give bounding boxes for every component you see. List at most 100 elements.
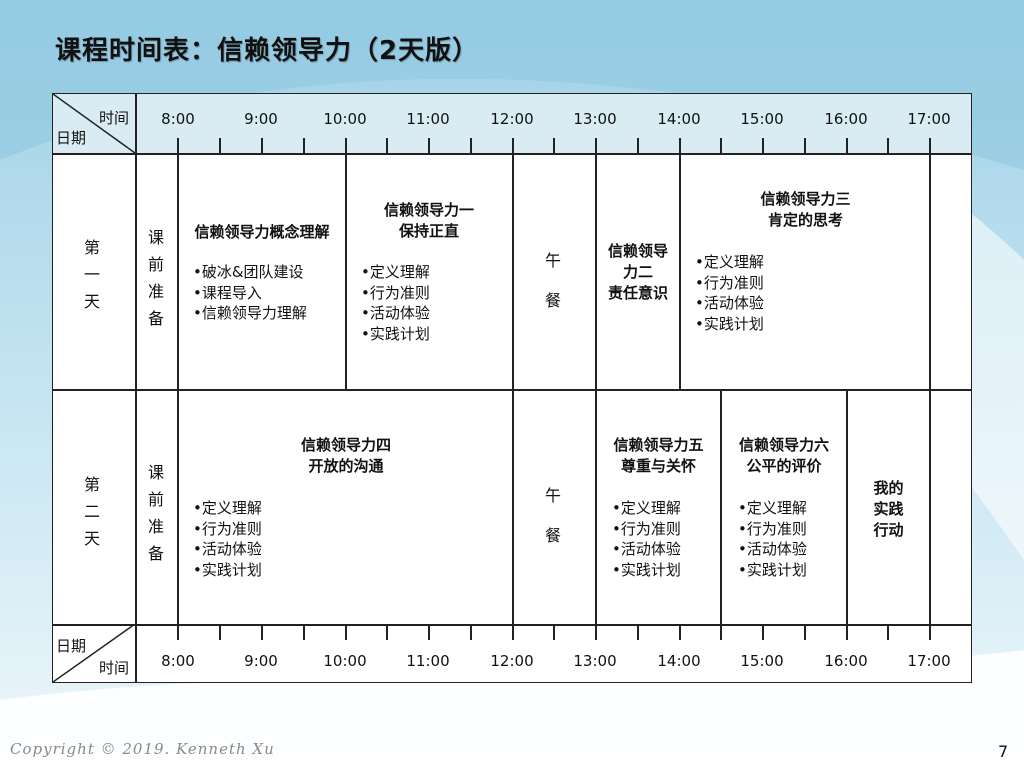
bullet-item: 定义理解 bbox=[361, 262, 430, 283]
time-tick bbox=[177, 138, 179, 153]
day1-block1-bullets: 破冰&团队建设 课程导入 信赖领导力理解 bbox=[193, 262, 307, 324]
time-tick bbox=[637, 625, 639, 640]
bullet-item: 行为准则 bbox=[738, 519, 807, 540]
corner-diagonal bbox=[53, 94, 135, 154]
time-tick bbox=[804, 138, 806, 153]
time-tick bbox=[345, 625, 347, 640]
column-divider bbox=[929, 153, 931, 389]
day2-block4-title: 我的 实践 行动 bbox=[873, 479, 904, 539]
bullet-item: 实践计划 bbox=[193, 560, 262, 581]
time-tick bbox=[261, 138, 263, 153]
footer-hour: 9:00 bbox=[244, 652, 278, 670]
header-hour: 15:00 bbox=[740, 110, 784, 128]
bullet-item: 活动体验 bbox=[193, 539, 262, 560]
footer-hour: 14:00 bbox=[657, 652, 701, 670]
time-tick bbox=[428, 138, 430, 153]
bullet-item: 定义理解 bbox=[738, 498, 807, 519]
time-tick bbox=[512, 625, 514, 640]
time-tick bbox=[720, 138, 722, 153]
time-tick bbox=[386, 138, 388, 153]
day1-block1-title: 信赖领导力概念理解 bbox=[194, 223, 330, 241]
time-tick bbox=[303, 138, 305, 153]
header-hour: 10:00 bbox=[323, 110, 367, 128]
time-tick bbox=[345, 138, 347, 153]
day2-block2-title: 信赖领导力五 尊重与关怀 bbox=[613, 436, 704, 475]
bullet-item: 定义理解 bbox=[612, 498, 681, 519]
column-divider bbox=[177, 153, 179, 389]
page-number: 7 bbox=[998, 742, 1009, 761]
time-tick bbox=[219, 138, 221, 153]
time-tick bbox=[887, 625, 889, 640]
column-divider bbox=[679, 153, 681, 389]
footer-hour: 8:00 bbox=[161, 652, 195, 670]
time-tick bbox=[553, 138, 555, 153]
time-tick bbox=[512, 138, 514, 153]
bullet-item: 实践计划 bbox=[612, 560, 681, 581]
time-tick bbox=[386, 625, 388, 640]
bullet-item: 行为准则 bbox=[612, 519, 681, 540]
time-tick bbox=[261, 625, 263, 640]
day2-prep: 课 前 准 备 bbox=[148, 463, 165, 563]
time-tick bbox=[762, 625, 764, 640]
day2-block2-bullets: 定义理解 行为准则 活动体验 实践计划 bbox=[612, 498, 681, 580]
time-tick bbox=[470, 138, 472, 153]
time-tick bbox=[720, 625, 722, 640]
column-divider bbox=[512, 153, 514, 389]
copyright-footer: Copyright © 2019. Kenneth Xu bbox=[10, 740, 275, 758]
bullet-item: 课程导入 bbox=[193, 283, 307, 304]
time-tick bbox=[637, 138, 639, 153]
header-hour: 17:00 bbox=[907, 110, 951, 128]
day1-block2-title: 信赖领导力一 保持正直 bbox=[383, 201, 474, 240]
day1-block4-title: 信赖领导力三 肯定的思考 bbox=[760, 190, 851, 229]
bullet-item: 活动体验 bbox=[361, 303, 430, 324]
time-tick bbox=[846, 625, 848, 640]
header-corner-time: 时间 bbox=[99, 109, 130, 127]
time-tick bbox=[804, 625, 806, 640]
day1-block3-title: 信赖领导 力二 责任意识 bbox=[607, 242, 668, 302]
bullet-item: 行为准则 bbox=[193, 519, 262, 540]
time-tick bbox=[428, 625, 430, 640]
bullet-item: 行为准则 bbox=[361, 283, 430, 304]
bullet-item: 破冰&团队建设 bbox=[193, 262, 307, 283]
column-divider bbox=[177, 389, 179, 624]
time-tick bbox=[219, 625, 221, 640]
column-divider bbox=[595, 153, 597, 389]
header-corner-date: 日期 bbox=[56, 129, 87, 147]
bullet-item: 实践计划 bbox=[361, 324, 430, 345]
time-tick bbox=[303, 625, 305, 640]
header-hour: 16:00 bbox=[824, 110, 868, 128]
day2-block1-title: 信赖领导力四 开放的沟通 bbox=[300, 436, 391, 475]
day1-block4-bullets: 定义理解 行为准则 活动体验 实践计划 bbox=[695, 252, 764, 334]
bullet-item: 活动体验 bbox=[612, 539, 681, 560]
footer-corner-time: 时间 bbox=[99, 659, 130, 677]
footer-hour: 17:00 bbox=[907, 652, 951, 670]
column-divider bbox=[929, 389, 931, 624]
time-tick bbox=[846, 138, 848, 153]
column-divider bbox=[135, 94, 137, 682]
header-hour: 12:00 bbox=[490, 110, 534, 128]
time-tick bbox=[762, 138, 764, 153]
time-tick bbox=[553, 625, 555, 640]
footer-hour: 11:00 bbox=[406, 652, 450, 670]
schedule-table: 时间 日期 日期 时间 8:00 9:00 10:00 11:00 12:00 … bbox=[52, 93, 972, 683]
column-divider bbox=[595, 389, 597, 624]
bullet-item: 实践计划 bbox=[695, 314, 764, 335]
header-hour: 11:00 bbox=[406, 110, 450, 128]
day2-label: 第 二 天 bbox=[84, 475, 101, 548]
column-divider bbox=[512, 389, 514, 624]
day1-block2-bullets: 定义理解 行为准则 活动体验 实践计划 bbox=[361, 262, 430, 344]
bullet-item: 实践计划 bbox=[738, 560, 807, 581]
corner-diagonal bbox=[53, 624, 135, 682]
day2-lunch: 午 餐 bbox=[545, 486, 562, 545]
time-tick bbox=[595, 138, 597, 153]
footer-corner-date: 日期 bbox=[56, 637, 87, 655]
slide-title: 课程时间表：信赖领导力（2天版） bbox=[55, 36, 480, 66]
day2-block3-bullets: 定义理解 行为准则 活动体验 实践计划 bbox=[738, 498, 807, 580]
day2-block3-title: 信赖领导力六 公平的评价 bbox=[738, 436, 829, 475]
header-hour: 13:00 bbox=[573, 110, 617, 128]
footer-hour: 15:00 bbox=[740, 652, 784, 670]
header-hour: 8:00 bbox=[161, 110, 195, 128]
time-tick bbox=[470, 625, 472, 640]
time-tick bbox=[929, 625, 931, 640]
day1-prep: 课 前 准 备 bbox=[148, 228, 165, 328]
